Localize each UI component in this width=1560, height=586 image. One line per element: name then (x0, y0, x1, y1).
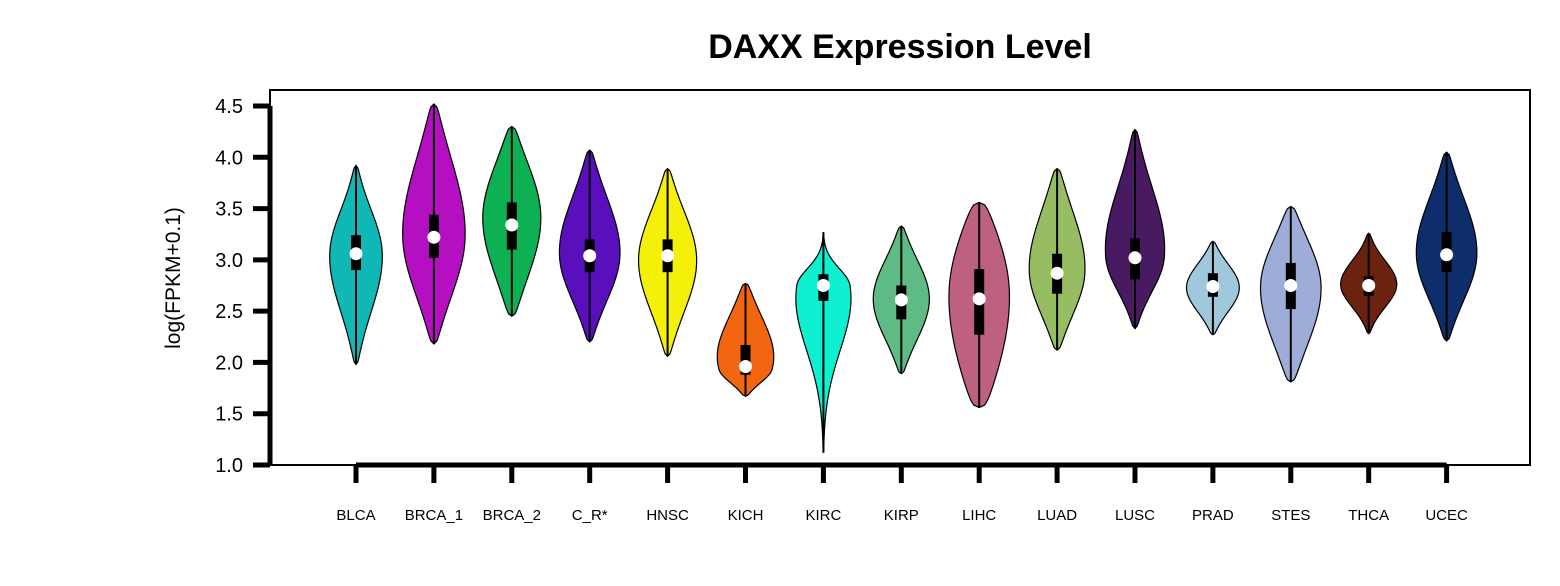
x-tick-label: BLCA (336, 507, 375, 524)
chart-title: DAXX Expression Level (708, 28, 1092, 66)
y-tick-label: 4.5 (215, 96, 243, 118)
x-tick-label: KIRP (884, 507, 919, 524)
violin-lusc (1104, 128, 1166, 330)
violin-kirc (795, 232, 852, 453)
violin-median-point (1206, 280, 1220, 294)
violin-median-point (739, 360, 752, 374)
violin-median-point (1362, 279, 1376, 292)
violin-median-point (1284, 279, 1298, 292)
y-tick-label: 4.0 (215, 147, 243, 169)
x-tick-label: UCEC (1425, 507, 1468, 524)
x-tick-label: BRCA_2 (483, 507, 541, 524)
violins (329, 103, 1478, 453)
x-tick-label: C_R* (572, 507, 608, 524)
x-tick-label: KIRC (805, 507, 841, 524)
x-tick-label: BRCA_1 (405, 507, 463, 524)
violin-ucec (1415, 151, 1478, 342)
x-tick-label: LIHC (962, 507, 996, 524)
violin-median-point (661, 249, 675, 263)
x-tick-label: LUSC (1115, 507, 1155, 524)
x-axis: BLCA BRCA_1 BRCA_2 C_R* HNSC KICH KIRC KIRP LIHC… (336, 462, 1468, 524)
violin-kich (716, 282, 775, 397)
violin-kirp (872, 225, 930, 375)
y-tick-label: 1.5 (215, 404, 243, 426)
y-tick-label: 2.5 (215, 301, 243, 323)
violin-hnsc (637, 167, 698, 358)
x-tick-label: PRAD (1192, 507, 1234, 524)
x-tick-label: LUAD (1037, 507, 1077, 524)
violin-prad (1185, 240, 1240, 336)
violin-median-point (1128, 251, 1142, 265)
violin-brca-1 (402, 103, 466, 345)
violin-median-point (1440, 248, 1454, 262)
violin-stes (1259, 205, 1322, 383)
violin-c-r- (558, 149, 621, 343)
violin-median-point (427, 230, 441, 244)
violin-median-point (349, 247, 363, 261)
violin-median-point (972, 292, 986, 306)
violin-luad (1028, 167, 1086, 351)
y-tick-label: 1.0 (215, 455, 243, 477)
violin-median-point (894, 293, 908, 307)
violin-lihc (948, 201, 1011, 409)
violin-median-point (583, 249, 597, 263)
violin-median-point (816, 279, 830, 292)
violin-iqr-box (740, 344, 751, 375)
violin-thca (1340, 232, 1398, 335)
y-axis-label: log(FPKM+0.1) (162, 207, 185, 349)
x-tick-label: STES (1271, 507, 1310, 524)
x-tick-label: THCA (1348, 507, 1389, 524)
x-tick-label: HNSC (646, 507, 689, 524)
violin-blca (329, 164, 383, 366)
violin-median-point (1050, 266, 1064, 280)
y-axis: 1.0 1.5 2.0 2.5 3.0 3.5 4.0 4.5 (215, 96, 273, 477)
violin-median-point (505, 218, 519, 232)
y-tick-label: 2.0 (215, 352, 243, 374)
violin-brca-2 (482, 125, 542, 318)
x-tick-label: KICH (728, 507, 764, 524)
y-tick-label: 3.0 (215, 250, 243, 272)
y-tick-label: 3.5 (215, 199, 243, 221)
